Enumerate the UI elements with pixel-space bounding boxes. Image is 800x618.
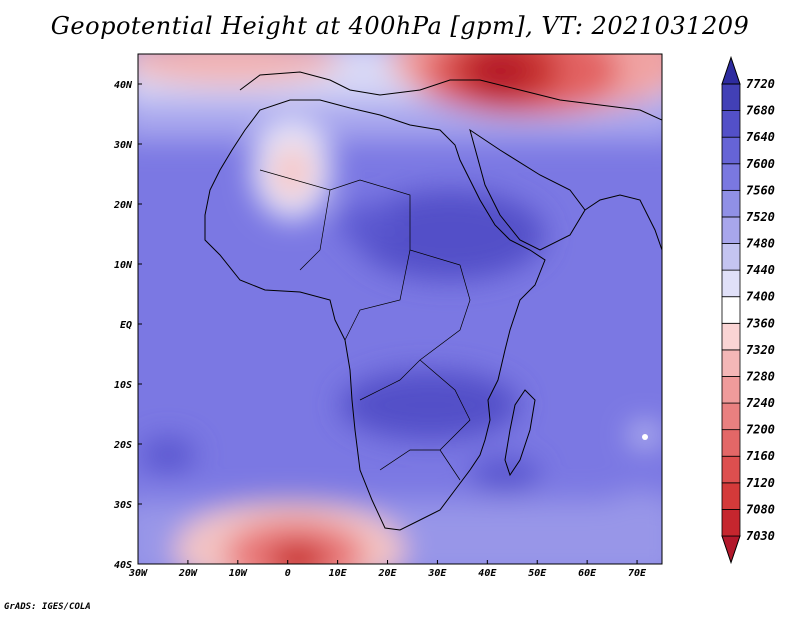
coastlines [204, 71, 662, 531]
colorbar-label: 7030 [746, 529, 775, 543]
x-tick-label: 20E [377, 568, 397, 579]
colorbar-label: 7320 [746, 343, 775, 357]
colorbar-label: 7080 [746, 502, 775, 516]
x-tick-label: 10E [329, 568, 348, 579]
field-contours [138, 54, 662, 564]
colorbar-label: 7120 [746, 476, 775, 490]
colorbar-label: 7640 [746, 130, 775, 144]
colorbar-min-arrow [721, 535, 741, 565]
europe-coast [239, 71, 662, 121]
y-tick-label: 40N [114, 80, 133, 91]
colorbar-label: 7440 [746, 263, 775, 277]
colorbar-label: 7600 [746, 157, 775, 171]
colorbar-label: 7240 [746, 396, 775, 410]
x-tick-label: 60E [578, 568, 597, 579]
madagascar-outline [504, 389, 536, 477]
colorbar-segment [721, 269, 741, 298]
y-tick-label: 30S [113, 500, 132, 511]
colorbar-label: 7480 [746, 237, 775, 251]
colorbar-segment [721, 376, 741, 404]
colorbar-label: 7400 [746, 290, 775, 304]
asia-coast [584, 194, 662, 251]
height-field [138, 54, 662, 564]
y-axis: 40S 30S 20S 10S EQ 10N 20N 30N 40N [113, 80, 142, 571]
colorbar-label: 7160 [746, 449, 775, 463]
colorbar: 7030 7080 7120 7160 7200 7240 7280 7320 7360 7400… [721, 55, 775, 565]
colorbar-segment [721, 509, 741, 537]
colorbar-segment [721, 402, 741, 431]
colorbar-segment [721, 110, 741, 138]
colorbar-segment [721, 322, 741, 351]
colorbar-segment [721, 455, 741, 484]
x-tick-label: 10W [229, 568, 248, 579]
colorbar-segment [721, 349, 741, 377]
y-tick-label: 30N [113, 140, 133, 151]
plot-frame [137, 53, 663, 565]
chart-title: Geopotential Height at 400hPa [gpm], VT:… [50, 12, 750, 40]
colorbar-segment [721, 83, 741, 111]
x-tick-label: 0 [285, 568, 291, 579]
colorbar-label: 7360 [746, 316, 775, 330]
country-borders [259, 169, 471, 481]
colorbar-segment [721, 429, 741, 457]
x-tick-label: 30E [427, 568, 447, 579]
colorbar-max-arrow [721, 55, 741, 85]
y-tick-label: 20S [113, 440, 132, 451]
colorbar-label: 7280 [746, 369, 775, 383]
x-tick-label: 40E [478, 568, 497, 579]
colorbar-label: 7520 [746, 210, 775, 224]
colorbar-label: 7720 [746, 77, 775, 91]
x-tick-label: 20W [178, 568, 198, 579]
y-tick-label: 40S [114, 560, 132, 571]
colorbar-label: 7560 [746, 183, 775, 197]
credit-text: GrADS: IGES/COLA [4, 602, 91, 612]
x-axis: 30W 20W 10W 0 10E 20E 30E 40E 50E 60E 70E [128, 560, 647, 579]
colorbar-label: 7680 [746, 104, 775, 118]
x-tick-label: 50E [528, 568, 547, 579]
colorbar-segment [721, 216, 741, 244]
x-tick-label: 30W [128, 568, 148, 579]
colorbar-segment [721, 189, 741, 218]
colorbar-segment [721, 296, 741, 324]
colorbar-label: 7200 [746, 423, 775, 437]
x-tick-label: 70E [628, 568, 647, 579]
colorbar-segment [721, 243, 741, 271]
colorbar-segment [721, 482, 741, 510]
y-tick-label: EQ [120, 320, 132, 331]
y-tick-label: 20N [113, 200, 133, 211]
arabia-outline [469, 128, 586, 251]
colorbar-segment [721, 163, 741, 191]
y-tick-label: 10N [114, 260, 133, 271]
y-tick-label: 10S [114, 380, 132, 391]
africa-coastline [204, 99, 546, 531]
colorbar-segment [721, 136, 741, 165]
